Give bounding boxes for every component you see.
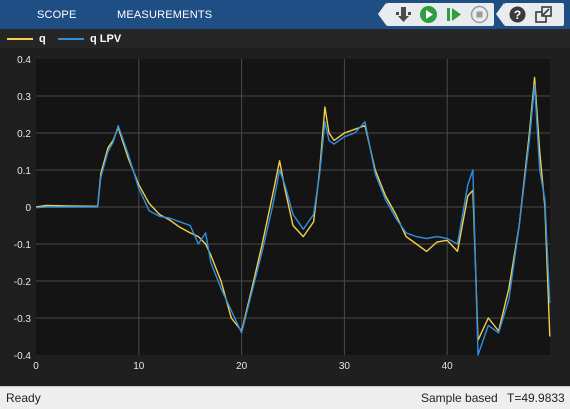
- y-tick-label: 0.4: [17, 55, 31, 66]
- tab-scope[interactable]: SCOPE: [37, 9, 77, 21]
- series-line-q-lpv: [35, 84, 551, 356]
- legend-item-q[interactable]: q: [7, 29, 46, 48]
- y-tick-label: 0.2: [17, 129, 31, 140]
- toolstrip: SCOPE MEASUREMENTS: [0, 0, 570, 29]
- toolbar-group-arrow: [378, 3, 386, 25]
- x-tick-label: 20: [236, 361, 248, 372]
- y-tick-label: -0.3: [14, 314, 32, 325]
- y-tick-label: 0.1: [17, 166, 31, 177]
- run-icon: [420, 6, 437, 23]
- help-icon: ?: [509, 6, 526, 23]
- y-tick-label: -0.2: [14, 277, 32, 288]
- y-tick-label: 0.3: [17, 92, 31, 103]
- legend-swatch: [58, 37, 84, 40]
- status-ready: Ready: [6, 391, 41, 405]
- plot-area[interactable]: 0.4 0.3 0.2 0.1 0 -0.1 -0.2 -0.3 -0.4 0 10 20 30 40: [0, 48, 570, 386]
- signal-select-icon: [396, 7, 411, 22]
- svg-text:?: ?: [514, 8, 521, 22]
- x-tick-label: 0: [33, 361, 39, 372]
- status-bar: Ready Sample based T=49.9833: [0, 386, 570, 409]
- stop-icon: [470, 5, 489, 24]
- signal-select-button[interactable]: [394, 5, 413, 24]
- y-tick-label: -0.1: [14, 240, 32, 251]
- tab-measurements[interactable]: MEASUREMENTS: [117, 9, 213, 21]
- y-tick-label: -0.4: [14, 351, 32, 362]
- line-chart[interactable]: 0.4 0.3 0.2 0.1 0 -0.1 -0.2 -0.3 -0.4 0 10 20 30 40: [0, 48, 570, 386]
- run-button[interactable]: [419, 5, 438, 24]
- help-button[interactable]: ?: [508, 5, 527, 24]
- legend: q q LPV: [0, 29, 570, 49]
- legend-label: q LPV: [90, 32, 122, 45]
- x-tick-label: 40: [442, 361, 454, 372]
- x-tick-label: 10: [133, 361, 145, 372]
- x-tick-label: 30: [339, 361, 351, 372]
- stop-button[interactable]: [470, 5, 489, 24]
- status-sample-mode: Sample based: [421, 391, 498, 405]
- simulation-controls: [386, 3, 494, 26]
- undock-icon: [535, 6, 552, 23]
- legend-label: q: [39, 32, 46, 45]
- legend-swatch: [7, 37, 33, 40]
- step-forward-icon: [447, 8, 461, 21]
- y-tick-label: 0: [25, 203, 31, 214]
- toolbar-group-arrow: [496, 3, 504, 25]
- undock-button[interactable]: [534, 5, 553, 24]
- legend-item-q-lpv[interactable]: q LPV: [58, 29, 121, 48]
- step-forward-button[interactable]: [444, 5, 463, 24]
- status-time: T=49.9833: [507, 391, 565, 405]
